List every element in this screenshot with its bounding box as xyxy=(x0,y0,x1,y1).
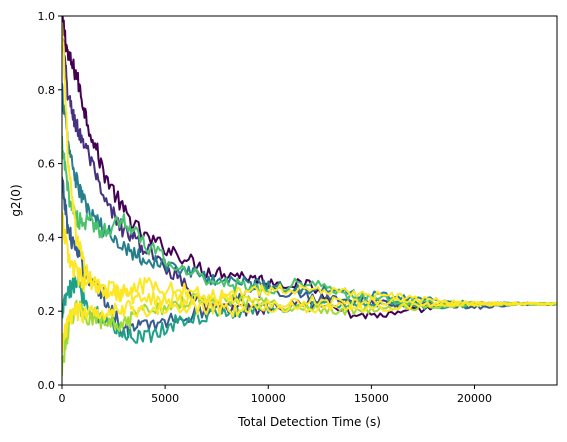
series-line xyxy=(62,299,557,354)
plot-frame xyxy=(61,15,558,386)
y-tick-label: 0.2 xyxy=(38,305,56,318)
y-tick-label: 1.0 xyxy=(38,10,56,23)
x-axis-label: Total Detection Time (s) xyxy=(237,415,381,429)
x-tick-label: 10000 xyxy=(251,392,286,405)
y-tick-label: 0.0 xyxy=(38,379,56,392)
series-line xyxy=(62,22,557,307)
x-tick-label: 20000 xyxy=(457,392,492,405)
y-tick-label: 0.6 xyxy=(38,158,56,171)
y-axis-label: g2(0) xyxy=(9,184,23,216)
x-axis: 0 5000 10000 15000 20000 xyxy=(59,385,492,405)
y-tick-label: 0.4 xyxy=(38,231,56,244)
series-group xyxy=(62,16,557,376)
x-tick-label: 15000 xyxy=(354,392,389,405)
x-tick-label: 5000 xyxy=(151,392,179,405)
y-axis: 0.0 0.2 0.4 0.6 0.8 1.0 xyxy=(38,10,62,392)
y-tick-label: 0.8 xyxy=(38,84,56,97)
x-tick-label: 0 xyxy=(59,392,66,405)
